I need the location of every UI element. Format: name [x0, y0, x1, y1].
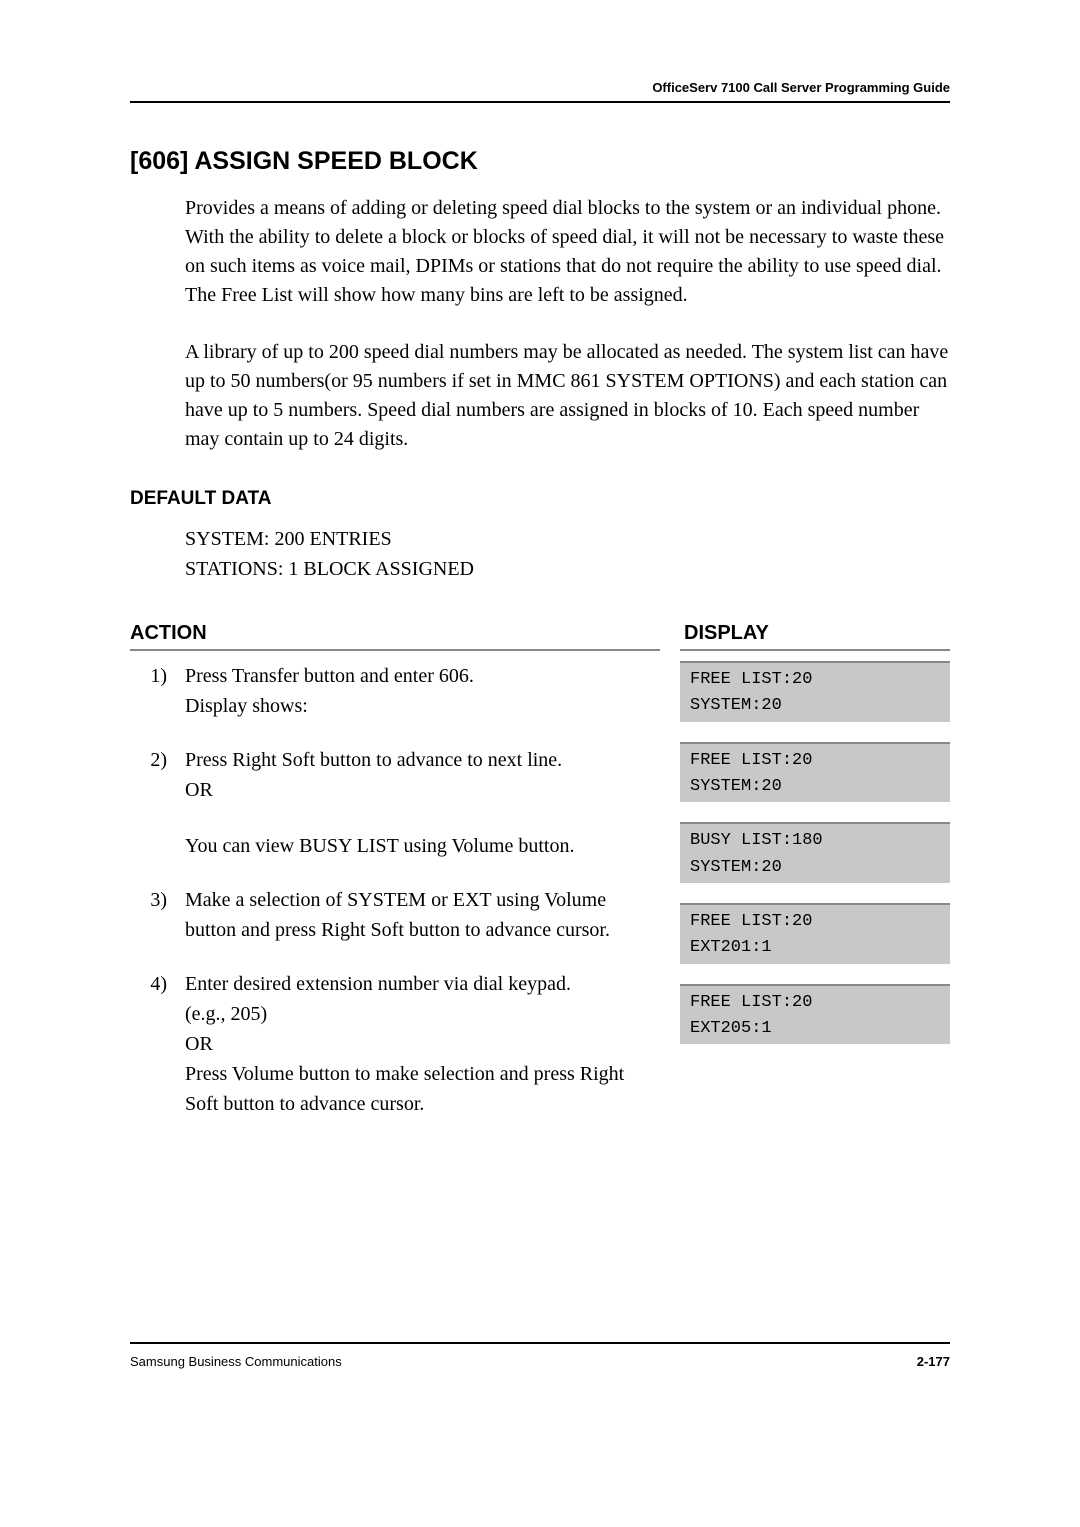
page-content: OfficeServ 7100 Call Server Programming …	[130, 80, 950, 1143]
display-line: SYSTEM:20	[690, 693, 940, 719]
display-heading: DISPLAY	[680, 622, 950, 651]
step-line: Press Volume button to make selection an…	[185, 1059, 660, 1119]
footer-left: Samsung Business Communications	[130, 1354, 342, 1369]
display-line: EXT205:1	[690, 1016, 940, 1042]
default-data-heading: DEFAULT DATA	[130, 488, 950, 510]
display-box: FREE LIST:20 SYSTEM:20	[680, 661, 950, 722]
action-step: 2) Press Right Soft button to advance to…	[130, 745, 660, 861]
action-display-columns: ACTION 1) Press Transfer button and ente…	[130, 622, 950, 1143]
step-line: Display shows:	[185, 691, 660, 721]
default-data-block: SYSTEM: 200 ENTRIES STATIONS: 1 BLOCK AS…	[185, 524, 950, 584]
display-line: FREE LIST:20	[690, 909, 940, 935]
footer-page-number: 2-177	[917, 1354, 950, 1369]
step-line: OR	[185, 1029, 660, 1059]
action-column: ACTION 1) Press Transfer button and ente…	[130, 622, 660, 1143]
display-box: FREE LIST:20 SYSTEM:20	[680, 742, 950, 803]
step-body: Enter desired extension number via dial …	[185, 969, 660, 1119]
step-line: Press Right Soft button to advance to ne…	[185, 745, 660, 775]
display-box: FREE LIST:20 EXT205:1	[680, 984, 950, 1045]
intro-paragraph-1: Provides a means of adding or deleting s…	[185, 194, 950, 310]
display-line: EXT201:1	[690, 935, 940, 961]
default-data-line: SYSTEM: 200 ENTRIES	[185, 524, 950, 554]
display-box: FREE LIST:20 EXT201:1	[680, 903, 950, 964]
display-line: SYSTEM:20	[690, 855, 940, 881]
action-heading: ACTION	[130, 622, 660, 651]
page-footer: Samsung Business Communications 2-177	[130, 1342, 950, 1369]
default-data-line: STATIONS: 1 BLOCK ASSIGNED	[185, 554, 950, 584]
display-box: BUSY LIST:180 SYSTEM:20	[680, 822, 950, 883]
step-line: Enter desired extension number via dial …	[185, 969, 660, 999]
display-column: DISPLAY FREE LIST:20 SYSTEM:20 FREE LIST…	[680, 622, 950, 1143]
step-number: 1)	[130, 661, 185, 721]
section-title: [606] ASSIGN SPEED BLOCK	[130, 147, 950, 176]
display-line: FREE LIST:20	[690, 990, 940, 1016]
action-step: 4) Enter desired extension number via di…	[130, 969, 660, 1119]
display-line: FREE LIST:20	[690, 667, 940, 693]
step-number: 3)	[130, 885, 185, 945]
step-line: OR	[185, 775, 660, 805]
step-line: (e.g., 205)	[185, 999, 660, 1029]
action-step: 3) Make a selection of SYSTEM or EXT usi…	[130, 885, 660, 945]
step-number: 4)	[130, 969, 185, 1119]
step-line: Make a selection of SYSTEM or EXT using …	[185, 885, 660, 945]
display-line: FREE LIST:20	[690, 748, 940, 774]
intro-paragraph-2: A library of up to 200 speed dial number…	[185, 338, 950, 454]
step-line: Press Transfer button and enter 606.	[185, 661, 660, 691]
display-line: BUSY LIST:180	[690, 828, 940, 854]
step-line: You can view BUSY LIST using Volume butt…	[185, 831, 660, 861]
step-body: Press Right Soft button to advance to ne…	[185, 745, 660, 861]
header-doc-title: OfficeServ 7100 Call Server Programming …	[130, 80, 950, 101]
step-body: Make a selection of SYSTEM or EXT using …	[185, 885, 660, 945]
footer-rule	[130, 1342, 950, 1344]
step-number: 2)	[130, 745, 185, 861]
step-body: Press Transfer button and enter 606. Dis…	[185, 661, 660, 721]
action-step: 1) Press Transfer button and enter 606. …	[130, 661, 660, 721]
header-rule	[130, 101, 950, 103]
display-line: SYSTEM:20	[690, 774, 940, 800]
